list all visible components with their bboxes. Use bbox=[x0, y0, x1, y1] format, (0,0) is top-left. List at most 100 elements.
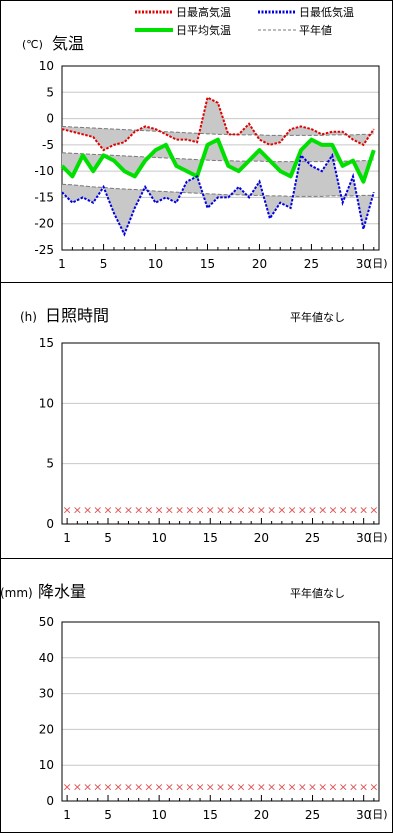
y-tick-label: 0 bbox=[46, 794, 54, 808]
x-tick-label: 1 bbox=[63, 808, 71, 822]
data-marker: × bbox=[308, 504, 317, 517]
x-tick-label: 25 bbox=[304, 257, 319, 271]
data-marker: × bbox=[185, 781, 194, 794]
data-marker: × bbox=[185, 504, 194, 517]
plot-frame bbox=[61, 342, 380, 525]
data-marker: × bbox=[144, 781, 153, 794]
data-marker: × bbox=[328, 504, 337, 517]
data-marker: × bbox=[103, 781, 112, 794]
data-marker: × bbox=[124, 781, 133, 794]
data-marker: × bbox=[63, 504, 72, 517]
data-marker: × bbox=[226, 504, 235, 517]
data-marker: × bbox=[93, 781, 102, 794]
x-tick-label: 20 bbox=[254, 808, 269, 822]
y-tick-label: 0 bbox=[46, 112, 54, 126]
sun-note: 平年値なし bbox=[290, 310, 345, 324]
y-tick-label: 10 bbox=[39, 396, 54, 410]
x-axis-label: (日) bbox=[368, 531, 388, 544]
y-tick-label: -5 bbox=[42, 138, 54, 152]
data-marker: × bbox=[308, 781, 317, 794]
x-tick-label: 10 bbox=[148, 257, 163, 271]
max-anomaly-shade bbox=[62, 97, 374, 151]
temp-title: 気温 bbox=[52, 34, 84, 53]
data-marker: × bbox=[73, 781, 82, 794]
x-tick-label: 15 bbox=[200, 257, 215, 271]
precip-unit-label: (mm) bbox=[0, 586, 33, 600]
data-marker: × bbox=[349, 781, 358, 794]
y-tick-label: 10 bbox=[39, 758, 54, 772]
x-tick-label: 1 bbox=[58, 257, 66, 271]
data-marker: × bbox=[359, 504, 368, 517]
precip-note: 平年値なし bbox=[290, 586, 345, 600]
y-tick-label: 40 bbox=[39, 651, 54, 665]
x-tick-label: 10 bbox=[152, 808, 167, 822]
x-tick-label: 5 bbox=[100, 257, 108, 271]
legend-label-normal: 平年値 bbox=[299, 23, 332, 37]
data-marker: × bbox=[318, 504, 327, 517]
plot-frame bbox=[61, 621, 380, 802]
normal-line-min bbox=[61, 183, 374, 197]
data-marker: × bbox=[359, 781, 368, 794]
data-marker: × bbox=[267, 781, 276, 794]
data-marker: × bbox=[216, 781, 225, 794]
data-marker: × bbox=[318, 781, 327, 794]
series-line-max bbox=[61, 96, 375, 152]
data-marker: × bbox=[287, 504, 296, 517]
x-tick-label: 30 bbox=[356, 808, 371, 822]
data-marker: × bbox=[114, 504, 123, 517]
series-line-avg bbox=[60, 137, 376, 184]
normal-line-max bbox=[61, 125, 374, 136]
x-tick-label: 15 bbox=[203, 808, 218, 822]
sun-title: 日照時間 bbox=[45, 306, 109, 325]
x-tick-label: 20 bbox=[252, 257, 267, 271]
data-marker: × bbox=[247, 504, 256, 517]
temp-unit-label: (℃) bbox=[22, 38, 43, 51]
x-tick-label: 25 bbox=[305, 531, 320, 545]
data-marker: × bbox=[175, 781, 184, 794]
temperature-panel: (℃) 気温 日最高気温 日最低気温 日平均気温 平年値 10 5 0 -5 -10 -1… bbox=[22, 5, 388, 271]
data-marker: × bbox=[144, 504, 153, 517]
x-tick-label: 30 bbox=[356, 531, 371, 545]
data-marker: × bbox=[287, 781, 296, 794]
y-tick-label: 50 bbox=[39, 615, 54, 629]
x-tick-label: 1 bbox=[63, 531, 71, 545]
y-tick-label: 15 bbox=[39, 336, 54, 350]
data-marker: × bbox=[155, 504, 164, 517]
data-marker: × bbox=[206, 781, 215, 794]
data-marker: × bbox=[257, 781, 266, 794]
x-axis-label: (日) bbox=[368, 257, 388, 270]
data-marker: × bbox=[216, 504, 225, 517]
data-marker: × bbox=[195, 781, 204, 794]
data-marker: × bbox=[339, 781, 348, 794]
data-marker: × bbox=[165, 781, 174, 794]
data-marker: × bbox=[267, 504, 276, 517]
x-axis-label: (日) bbox=[368, 808, 388, 821]
x-tick-label: 30 bbox=[356, 257, 371, 271]
y-tick-label: 10 bbox=[39, 59, 54, 73]
y-tick-label: 5 bbox=[46, 457, 54, 471]
data-marker: × bbox=[349, 504, 358, 517]
y-tick-label: 20 bbox=[39, 722, 54, 736]
series-line-min bbox=[61, 152, 375, 237]
data-marker: × bbox=[124, 504, 133, 517]
data-marker: × bbox=[83, 504, 92, 517]
y-tick-label: -15 bbox=[34, 190, 54, 204]
data-marker: × bbox=[114, 781, 123, 794]
data-marker: × bbox=[277, 504, 286, 517]
data-marker: × bbox=[175, 504, 184, 517]
normal-line-avg bbox=[61, 152, 374, 163]
data-marker: × bbox=[247, 781, 256, 794]
y-tick-label: -25 bbox=[34, 243, 54, 257]
x-tick-label: 5 bbox=[104, 808, 112, 822]
x-tick-label: 10 bbox=[152, 531, 167, 545]
data-marker: × bbox=[226, 781, 235, 794]
y-tick-label: -10 bbox=[34, 164, 54, 178]
y-tick-label: 30 bbox=[39, 687, 54, 701]
data-marker: × bbox=[236, 781, 245, 794]
data-marker: × bbox=[134, 781, 143, 794]
